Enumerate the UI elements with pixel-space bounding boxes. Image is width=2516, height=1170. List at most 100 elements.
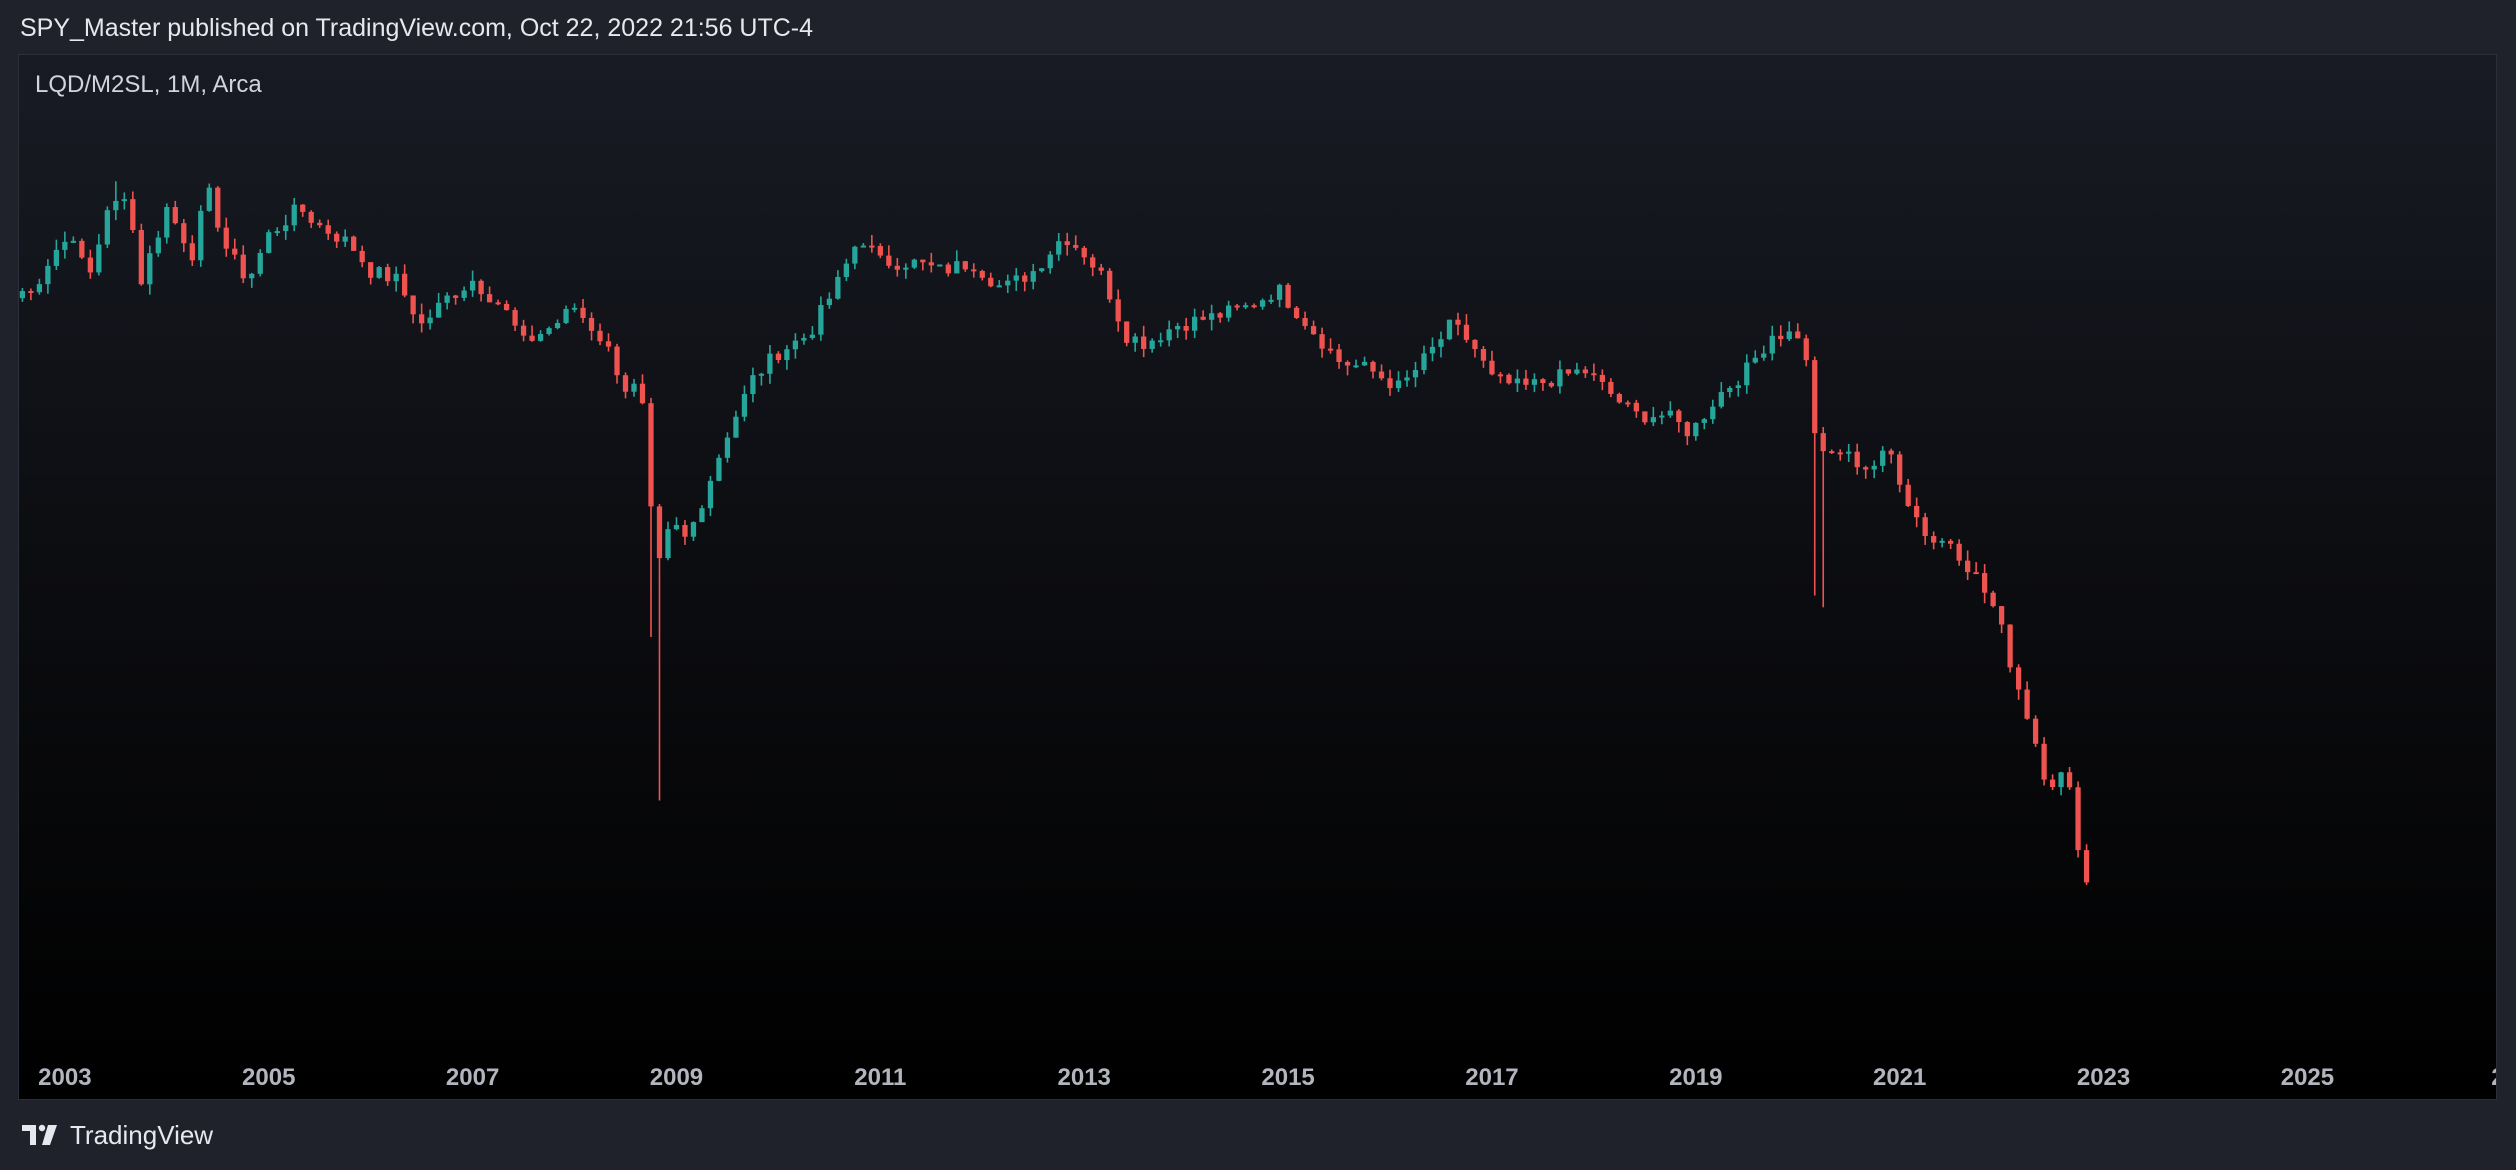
x-tick-label: 2015 <box>1261 1064 1314 1091</box>
candle-up <box>1701 417 1707 430</box>
tradingview-logo-icon <box>22 1124 57 1145</box>
candle-up <box>1192 308 1198 339</box>
candle-down <box>1599 369 1606 391</box>
candle-body <box>588 317 595 331</box>
candle-up <box>860 242 866 248</box>
candle-down <box>1098 263 1104 275</box>
candle-down <box>308 210 314 229</box>
candle-body <box>860 245 866 248</box>
candle-up <box>716 454 722 482</box>
candle-up <box>2058 771 2064 796</box>
candle-body <box>580 307 586 318</box>
candle-down <box>2075 781 2081 858</box>
candle-body <box>334 233 340 242</box>
candle-body <box>563 309 569 323</box>
candle-body <box>1200 316 1206 320</box>
candle-up <box>342 229 348 247</box>
candle-down <box>1642 411 1648 425</box>
candle-body <box>1871 465 1877 470</box>
candle-body <box>2049 779 2056 788</box>
candle-down <box>1124 321 1130 347</box>
candle-body <box>1701 419 1707 423</box>
candle-up <box>274 227 280 236</box>
candle-body <box>1769 335 1775 354</box>
candle-body <box>28 291 34 294</box>
chart-panel[interactable]: 2003 2005 2007 2009 2011 2013 2015 2017 2019 2021… <box>18 54 2497 1100</box>
candle-body <box>2083 850 2090 883</box>
candle-down <box>181 218 187 253</box>
candle-up <box>1752 350 1758 364</box>
candle-up <box>283 214 289 240</box>
candle-body <box>682 524 688 537</box>
candle-body <box>716 457 722 481</box>
candle-body <box>1047 254 1053 269</box>
candle-up <box>1132 333 1138 352</box>
candle-body <box>1506 374 1512 384</box>
candle-body <box>597 330 603 342</box>
candle-up <box>1013 267 1019 291</box>
candle-up <box>1880 446 1886 472</box>
candle-down <box>1973 562 1979 575</box>
candle-body <box>1039 268 1045 272</box>
candle-down <box>385 263 391 286</box>
candle-down <box>2007 624 2013 673</box>
candle-body <box>317 222 323 226</box>
candle-down <box>325 219 331 240</box>
candle-down <box>1931 531 1937 550</box>
candle-body <box>376 267 382 278</box>
candle-body <box>385 267 391 282</box>
candle-up <box>809 326 816 340</box>
candle-body <box>1081 247 1087 258</box>
candle-up <box>724 432 731 463</box>
candle-body <box>181 223 187 244</box>
candle-body <box>1727 387 1733 393</box>
candle-down <box>1387 369 1393 396</box>
candle-down <box>962 260 968 272</box>
candle-body <box>1090 257 1096 268</box>
candle-up <box>546 326 552 336</box>
candle-body <box>554 322 561 329</box>
candle-body <box>877 245 883 256</box>
candle-body <box>1107 270 1113 300</box>
candle-up <box>376 266 382 279</box>
candle-up <box>1353 359 1359 369</box>
candle-body <box>147 253 153 285</box>
candle-up <box>690 521 697 542</box>
candle-up <box>733 410 739 438</box>
candle-up <box>1005 274 1011 294</box>
candle-body <box>198 210 204 261</box>
x-tick-label: 202 <box>2491 1064 2496 1091</box>
candle-down <box>410 295 416 324</box>
candle-down <box>79 238 85 259</box>
candle-body <box>886 255 892 266</box>
candle-body <box>274 231 280 234</box>
candle-body <box>537 334 544 341</box>
footer: TradingView <box>20 1118 213 1152</box>
candle-down <box>1497 372 1504 384</box>
candle-down <box>2083 844 2090 885</box>
candle-body <box>359 250 365 263</box>
candle-body <box>1344 361 1351 366</box>
candle-down <box>1897 451 1903 493</box>
candlestick-chart[interactable]: 2003 2005 2007 2009 2011 2013 2015 2017 2019 2021… <box>19 55 2496 1099</box>
candle-body <box>1327 348 1334 351</box>
candle-body <box>750 375 756 394</box>
candle-down <box>775 351 782 364</box>
candle-body <box>2015 667 2022 690</box>
candle-body <box>1208 313 1215 320</box>
candle-body <box>257 252 263 274</box>
candle-up <box>53 239 60 271</box>
candle-up <box>1047 251 1053 274</box>
candle-up <box>1846 443 1852 463</box>
candle-down <box>1064 232 1070 256</box>
candle-body <box>87 257 93 273</box>
candle-body <box>1073 245 1079 248</box>
candle-body <box>79 240 85 258</box>
candle-down <box>495 299 501 306</box>
candle-down <box>869 235 875 253</box>
candle-body <box>1310 326 1317 335</box>
candle-down <box>1480 346 1487 368</box>
candle-down <box>877 243 883 259</box>
candle-body <box>1056 241 1062 255</box>
candle-up <box>818 296 824 341</box>
